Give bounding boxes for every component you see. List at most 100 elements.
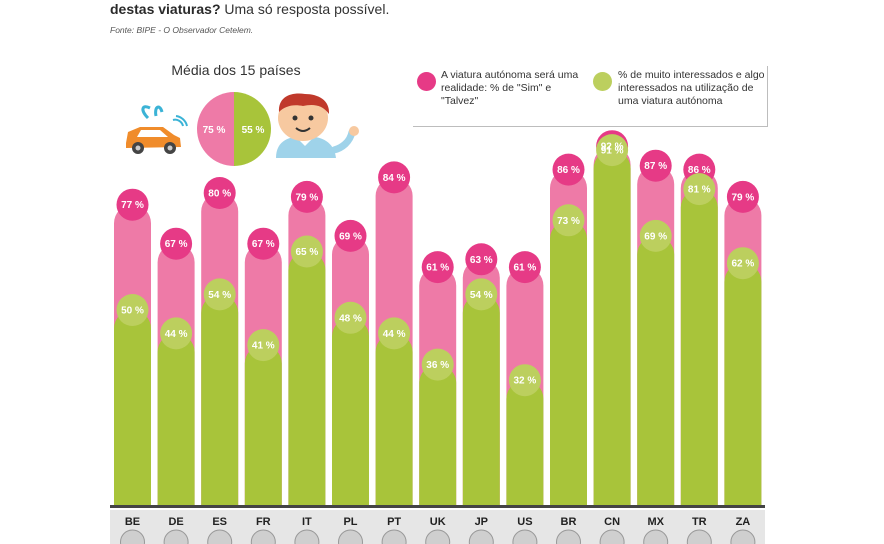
label-reality-CN: 92 % (601, 142, 624, 153)
average-reality-label: 75 % (203, 125, 226, 136)
label-reality-MX: 87 % (644, 161, 667, 172)
dot-reality-BR (552, 153, 585, 186)
dot-reality-DE (160, 227, 193, 260)
dot-interest-US (508, 364, 541, 397)
flag-icon-IT (294, 529, 320, 544)
label-interest-TR: 81 % (688, 185, 711, 196)
flag-icon-FR (250, 529, 276, 544)
question-bold: destas viaturas? (110, 1, 221, 17)
dot-interest-CN (596, 134, 629, 167)
flag-icon-US (512, 529, 538, 544)
label-reality-UK: 61 % (426, 263, 449, 274)
legend: A viatura autónoma será uma realidade: %… (413, 66, 768, 127)
flag-icon-JP (468, 529, 494, 544)
country-label-PL: PL (343, 516, 357, 528)
label-reality-ZA: 79 % (732, 192, 755, 203)
chart-baseline (110, 505, 765, 508)
country-label-MX: MX (647, 516, 664, 528)
label-interest-US: 32 % (514, 376, 537, 387)
label-reality-ES: 80 % (208, 189, 231, 200)
label-interest-BE: 50 % (121, 306, 144, 317)
legend-reality-text: A viatura autónoma será uma realidade: %… (441, 69, 579, 107)
dot-interest-JP (465, 278, 498, 311)
label-interest-UK: 36 % (426, 360, 449, 371)
source-note: Fonte: BIPE - O Observador Cetelem. (110, 25, 254, 35)
dot-interest-DE (160, 317, 193, 350)
label-interest-BR: 73 % (557, 216, 580, 227)
question-rest: Uma só resposta possível. (220, 1, 390, 17)
bar-interest-US (506, 380, 544, 505)
flag-icon-BR (556, 529, 581, 544)
label-interest-PL: 48 % (339, 313, 362, 324)
flag-icon-TR (686, 529, 712, 544)
country-label-ES: ES (212, 516, 227, 528)
dot-interest-BE (116, 294, 149, 326)
dot-reality-JP (465, 243, 498, 276)
label-reality-IT: 79 % (296, 192, 319, 203)
dot-reality-PL (334, 219, 367, 252)
label-reality-DE: 67 % (165, 239, 188, 250)
country-label-FR: FR (256, 516, 271, 528)
dot-interest-ES (203, 278, 236, 311)
average-title: Média dos 15 países (171, 62, 301, 78)
flag-icon-PT (381, 529, 407, 544)
dot-reality-ES (203, 177, 236, 209)
dot-interest-IT (290, 235, 323, 268)
label-reality-JP: 63 % (470, 255, 493, 266)
legend-reality-dot (417, 72, 436, 91)
label-interest-ES: 54 % (208, 290, 231, 301)
dot-reality-MX (639, 149, 672, 182)
bar-interest-FR (244, 345, 282, 505)
label-interest-JP: 54 % (470, 290, 493, 301)
country-label-IT: IT (302, 516, 312, 528)
country-label-JP: JP (475, 516, 488, 528)
label-reality-PL: 69 % (339, 231, 362, 242)
dot-reality-BE (116, 188, 149, 221)
label-interest-DE: 44 % (165, 329, 188, 340)
label-reality-BE: 77 % (121, 200, 144, 211)
dot-interest-MX (639, 219, 672, 252)
label-reality-TR: 86 % (688, 165, 711, 176)
country-label-ZA: ZA (736, 516, 751, 528)
flag-icon-ES (207, 529, 233, 544)
country-label-DE: DE (168, 516, 183, 528)
flag-icon-ZA (730, 529, 756, 544)
country-label-TR: TR (692, 516, 707, 528)
bar-interest-IT (288, 251, 326, 505)
bar-interest-MX (637, 235, 675, 505)
label-interest-CN: 91 % (601, 146, 624, 157)
dot-reality-UK (421, 251, 454, 284)
label-reality-PT: 84 % (383, 173, 406, 184)
flag-icon-BE (120, 529, 145, 544)
legend-interest-dot (593, 72, 612, 91)
flag-icon-UK (425, 529, 451, 544)
country-label-PT: PT (387, 516, 401, 528)
label-interest-IT: 65 % (296, 247, 319, 258)
dot-interest-PL (334, 301, 367, 334)
bar-interest-DE (157, 333, 195, 505)
dot-reality-FR (247, 227, 280, 260)
dot-reality-PT (378, 161, 411, 194)
bar-interest-TR (680, 189, 718, 505)
dot-interest-FR (247, 329, 280, 362)
dot-reality-US (508, 251, 541, 284)
country-label-US: US (517, 516, 532, 528)
dot-interest-BR (552, 204, 585, 237)
country-label-BR: BR (561, 516, 577, 528)
dot-interest-ZA (726, 247, 759, 280)
person-icon (276, 93, 359, 158)
label-interest-FR: 41 % (252, 341, 275, 352)
label-reality-FR: 67 % (252, 239, 275, 250)
bar-interest-BR (550, 220, 587, 505)
bar-interest-JP (462, 294, 500, 505)
question-text: destas viaturas? Uma só resposta possíve… (110, 1, 389, 17)
bar-interest-ES (201, 294, 239, 505)
bar-interest-CN (593, 150, 631, 505)
flag-icon-DE (163, 529, 189, 544)
flag-icon-PL (338, 529, 363, 544)
bar-interest-BE (114, 310, 152, 505)
dot-reality-ZA (726, 180, 759, 213)
dot-interest-PT (378, 317, 411, 350)
average-interest-label: 55 % (242, 125, 265, 136)
